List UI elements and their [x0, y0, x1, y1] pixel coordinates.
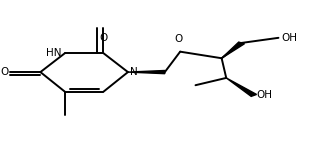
- Text: O: O: [99, 33, 107, 44]
- Text: N: N: [131, 67, 138, 77]
- Text: HN: HN: [46, 48, 62, 58]
- Text: O: O: [174, 34, 183, 44]
- Text: O: O: [0, 67, 8, 77]
- Polygon shape: [128, 70, 165, 74]
- Text: OH: OH: [281, 33, 297, 43]
- Polygon shape: [226, 78, 257, 96]
- Text: OH: OH: [256, 90, 272, 100]
- Polygon shape: [222, 42, 245, 58]
